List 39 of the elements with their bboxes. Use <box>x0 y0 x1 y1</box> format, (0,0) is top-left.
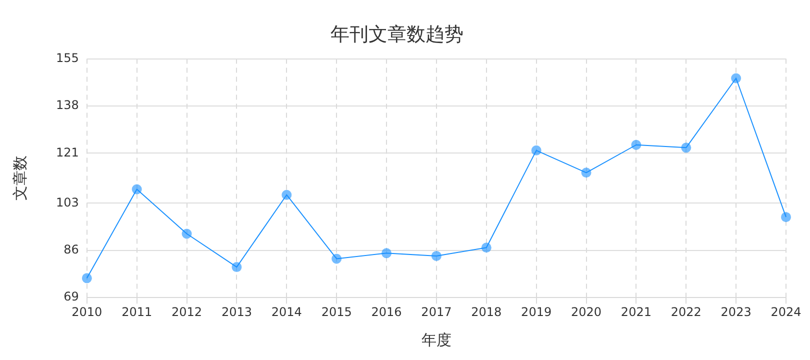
point <box>182 228 192 239</box>
x-tick-label: 2022 <box>670 304 702 319</box>
x-tick-label: 2010 <box>72 304 102 319</box>
point <box>781 212 791 222</box>
x-tick-label: 2013 <box>221 304 252 319</box>
x-tick-label: 2021 <box>620 304 652 319</box>
y-axis-title: 文章数 <box>10 156 29 201</box>
y-tick-label: 103 <box>56 195 79 210</box>
point <box>631 140 642 150</box>
point <box>481 242 492 253</box>
point <box>232 262 242 272</box>
y-tick-label: 155 <box>56 50 79 65</box>
point <box>581 168 592 178</box>
point <box>431 250 442 261</box>
x-tick-label: 2016 <box>371 304 402 319</box>
y-tick-label: 69 <box>64 290 79 304</box>
point <box>332 254 342 264</box>
point <box>132 184 142 194</box>
point <box>731 73 742 84</box>
x-tick-label: 2014 <box>271 304 302 319</box>
y-tick-label: 121 <box>56 145 79 160</box>
x-tick-label: 2011 <box>122 304 152 319</box>
point <box>282 190 292 200</box>
y-tick-label: 86 <box>64 242 79 257</box>
point <box>531 145 542 156</box>
x-tick-label: 2015 <box>321 304 352 319</box>
chart-title: 年刊文章数趋势 <box>330 23 464 46</box>
x-axis-title: 年度 <box>421 330 452 349</box>
point <box>681 142 692 153</box>
point <box>82 273 92 284</box>
x-tick-label: 2018 <box>471 304 502 319</box>
y-tick-label: 138 <box>56 98 79 112</box>
x-tick-label: 2019 <box>521 304 552 319</box>
x-tick-label: 2012 <box>172 304 202 319</box>
x-tick-label: 2020 <box>570 304 602 319</box>
x-tick-label: 2024 <box>770 304 802 319</box>
x-tick-label: 2017 <box>421 304 452 319</box>
point <box>382 248 392 258</box>
x-tick-label: 2023 <box>720 304 752 319</box>
